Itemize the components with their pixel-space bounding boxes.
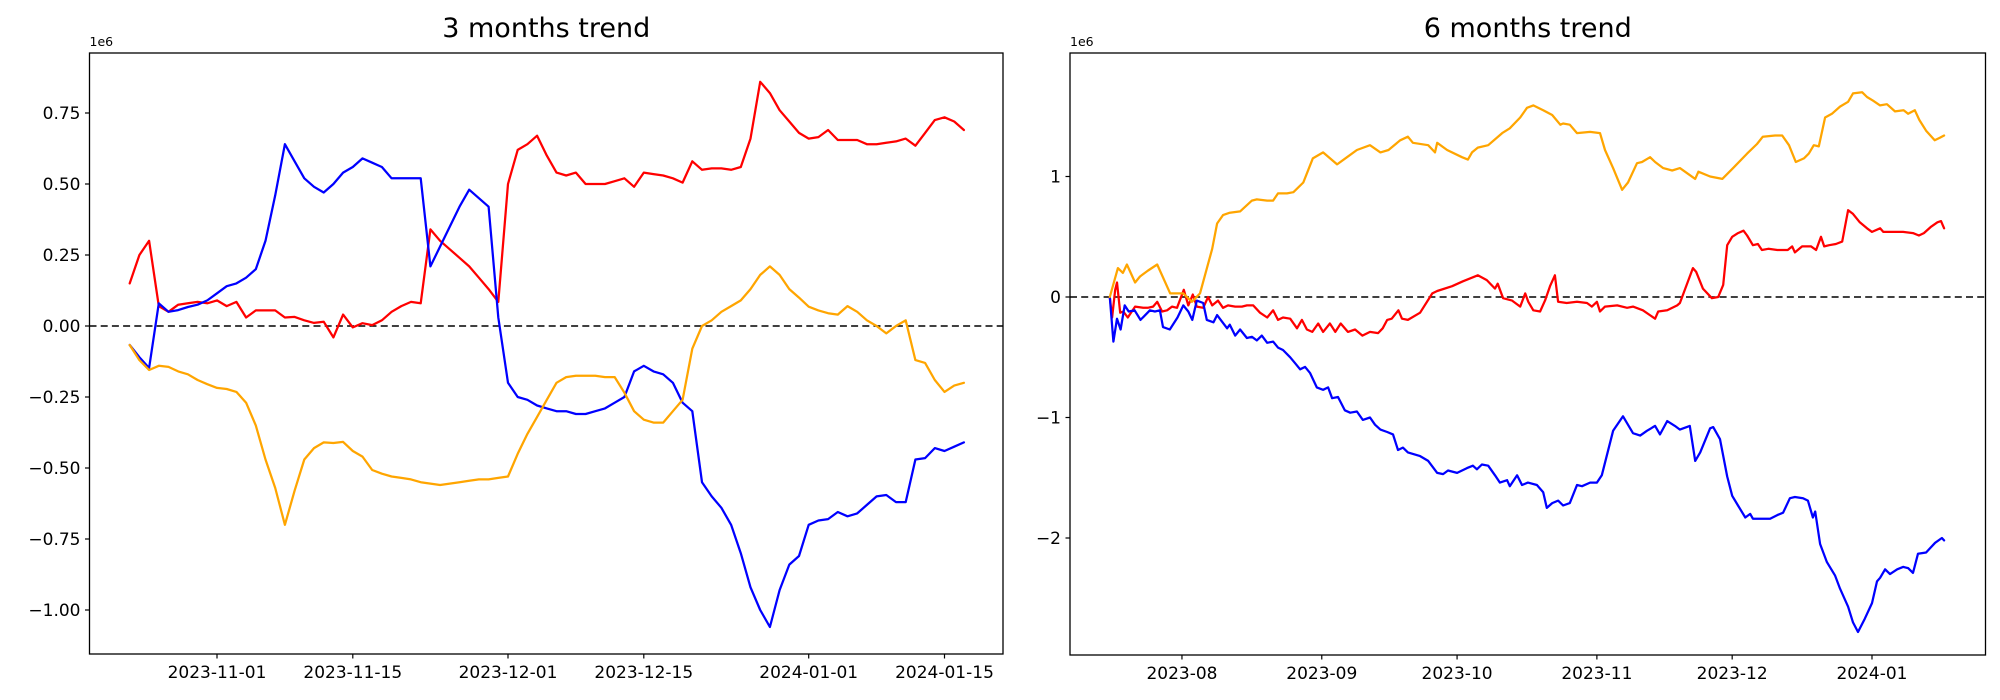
chart-title: 3 months trend [442, 13, 650, 44]
x-tick-label: 2023-12 [1697, 664, 1768, 684]
x-tick-label: 2023-12-15 [594, 663, 693, 683]
y-tick-label: 0.50 [43, 175, 81, 195]
y-tick-label: 0.75 [43, 104, 81, 124]
axis-offset-label: 1e6 [90, 34, 114, 49]
y-tick-label: 0 [1050, 288, 1061, 308]
x-tick-label: 2024-01 [1836, 664, 1907, 684]
y-tick-label: −1.00 [28, 601, 80, 621]
y-tick-label: 0.00 [43, 317, 81, 337]
chart-3-months-trend: 3 months trend 1e6 0.75 0.50 0.25 0.00 −0.25 −0… [28, 13, 1004, 683]
x-tick-label: 2023-11-15 [303, 663, 402, 683]
x-tick-label: 2023-10 [1422, 664, 1493, 684]
chart-title: 6 months trend [1424, 13, 1632, 44]
series-line-blue [128, 143, 966, 629]
plot-border [88, 52, 1004, 655]
x-tick-label: 2024-01-15 [895, 663, 994, 683]
y-tick-label: −0.50 [28, 459, 80, 479]
series-line-orange [1108, 91, 1946, 303]
y-tick-label: 0.25 [43, 246, 81, 266]
chart-6-months-trend: 6 months trend 1e6 1 0 −1 −2 2023-08 2023-09 202… [1036, 13, 1987, 684]
x-tick-label: 2023-09 [1286, 664, 1357, 684]
x-tick-label: 2023-08 [1146, 664, 1217, 684]
axis-offset-label: 1e6 [1070, 34, 1094, 49]
y-tick-label: −2 [1036, 529, 1061, 549]
plot-border [1069, 52, 1987, 656]
series-line-blue [1108, 295, 1946, 634]
y-tick-label: −0.25 [28, 388, 80, 408]
x-tick-label: 2024-01-01 [759, 663, 858, 683]
y-tick-label: 1 [1050, 168, 1061, 188]
series-line-red [128, 80, 966, 339]
series-line-red [1108, 209, 1946, 337]
x-tick-label: 2023-11-01 [168, 663, 267, 683]
x-tick-label: 2023-11 [1561, 664, 1632, 684]
x-tick-label: 2023-12-01 [459, 663, 558, 683]
y-tick-label: −1 [1036, 409, 1061, 429]
y-tick-label: −0.75 [28, 530, 80, 550]
series-line-orange [128, 265, 966, 526]
